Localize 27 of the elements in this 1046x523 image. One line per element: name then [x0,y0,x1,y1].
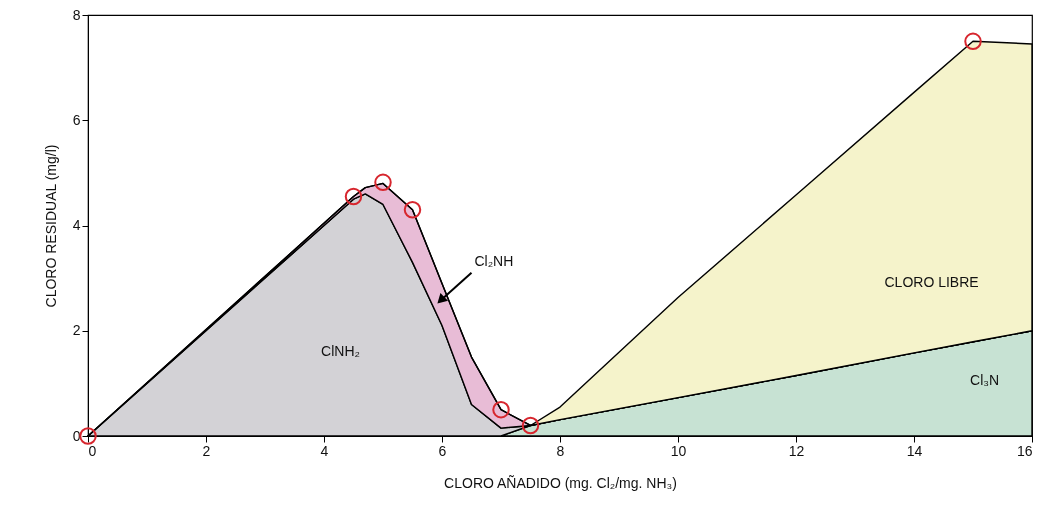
point [79,427,97,445]
x-tick-label: 4 [320,442,329,459]
y-axis-title: CLORO RESIDUAL (mg/l) [42,144,59,308]
y-tick-label: 2 [72,322,81,339]
y-tick-label: 0 [72,427,81,444]
point [403,200,422,219]
point [374,173,392,192]
point [521,416,540,435]
point [344,187,363,206]
x-tick-label: 16 [1016,442,1033,459]
x-tick-label: 12 [788,442,805,459]
y-tick-label: 8 [72,6,81,23]
x-tick-label: 0 [88,442,97,459]
x-tick-label: 2 [202,442,211,459]
x-tick-label: 6 [438,442,447,459]
text: Cl₂NH [474,253,514,270]
series-label: Cl₃N [970,371,1000,388]
x-tick-label: 8 [556,442,565,459]
x-axis-title: CLORO AÑADIDO (mg. Cl₂/mg. NH₃) [444,474,677,491]
y-tick-label: 4 [72,217,81,233]
x-tick-label: 10 [670,442,687,459]
y-tick-label: 6 [72,111,81,128]
x-tick-label: 14 [906,442,923,459]
series-label: CLORO LIBRE [884,274,979,291]
point [492,400,510,419]
series-label: ClNH₂ [321,342,360,359]
point [964,32,982,51]
